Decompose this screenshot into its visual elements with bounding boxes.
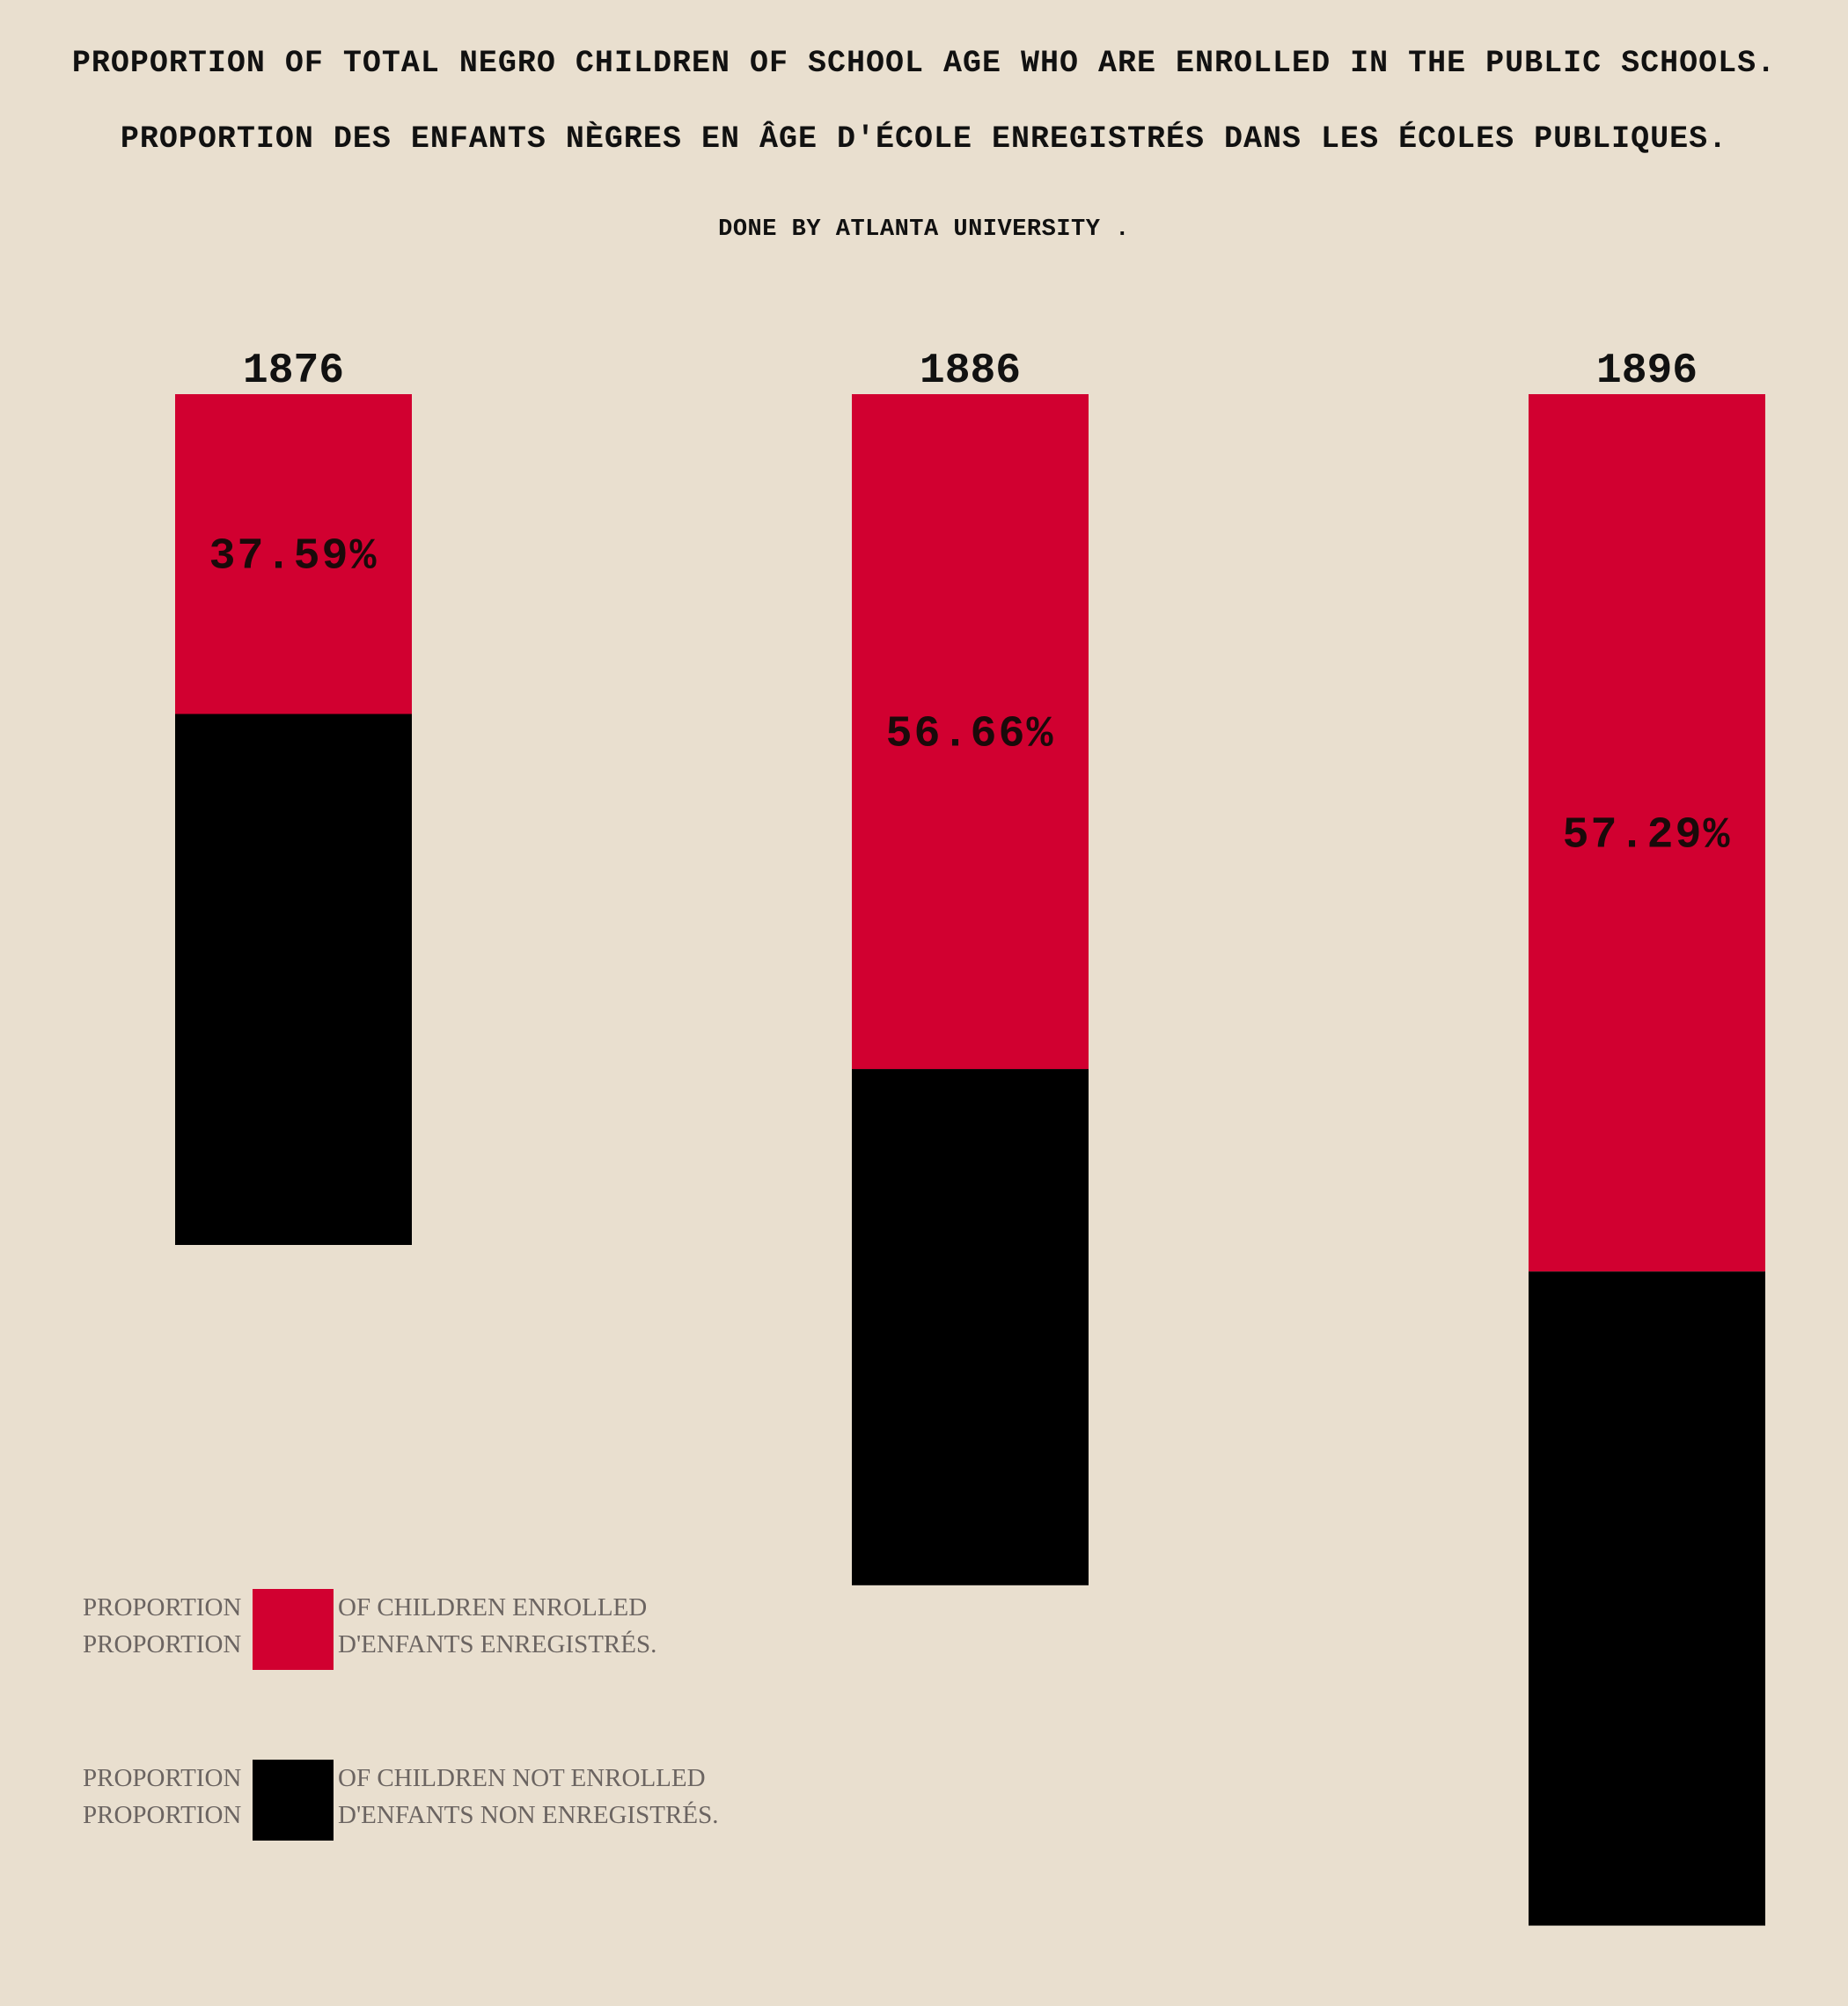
percent-label-1886: 56.66% [885, 710, 1054, 760]
legend-enrolled-left-line1: PROPORTION [83, 1593, 242, 1622]
legend-enrolled-right-line2: D'ENFANTS ENREGISTRÉS. [338, 1630, 657, 1658]
bar-enrolled-1896 [1529, 394, 1765, 1272]
chart-title-english: PROPORTION OF TOTAL NEGRO CHILDREN OF SC… [71, 46, 1777, 81]
legend-not-enrolled-right-line1: OF CHILDREN NOT ENROLLED [338, 1764, 706, 1792]
legend-not-enrolled-swatch [253, 1760, 334, 1841]
chart-title-french: PROPORTION DES ENFANTS NÈGRES EN ÂGE D'É… [120, 121, 1728, 157]
bar-not-enrolled-1876 [175, 714, 412, 1245]
legend-not-enrolled-right-text: OF CHILDREN NOT ENROLLED D'ENFANTS NON E… [338, 1760, 718, 1834]
legend-enrolled-left-text: PROPORTION PROPORTION [83, 1589, 241, 1663]
year-label-1886: 1886 [920, 348, 1021, 395]
legend-not-enrolled-left-text: PROPORTION PROPORTION [83, 1760, 241, 1834]
legend-not-enrolled-left-line2: PROPORTION [83, 1801, 242, 1829]
legend-enrolled-right-text: OF CHILDREN ENROLLED D'ENFANTS ENREGISTR… [338, 1589, 656, 1663]
bar-not-enrolled-1896 [1529, 1271, 1765, 1926]
bar-enrolled-1886 [852, 394, 1089, 1070]
legend-enrolled-right-line1: OF CHILDREN ENROLLED [338, 1593, 648, 1622]
legend-not-enrolled-left-line1: PROPORTION [83, 1764, 242, 1792]
year-label-1876: 1876 [243, 348, 344, 395]
year-label-1896: 1896 [1596, 348, 1698, 395]
bar-enrolled-1876 [175, 394, 412, 714]
legend-enrolled-left-line2: PROPORTION [83, 1630, 242, 1658]
percent-label-1896: 57.29% [1562, 811, 1731, 861]
legend-not-enrolled-right-line2: D'ENFANTS NON ENREGISTRÉS. [338, 1801, 719, 1829]
legend-enrolled-swatch [253, 1589, 334, 1670]
bar-not-enrolled-1886 [852, 1069, 1089, 1585]
chart-credit: DONE BY ATLANTA UNIVERSITY . [718, 216, 1130, 243]
percent-label-1876: 37.59% [209, 532, 378, 582]
